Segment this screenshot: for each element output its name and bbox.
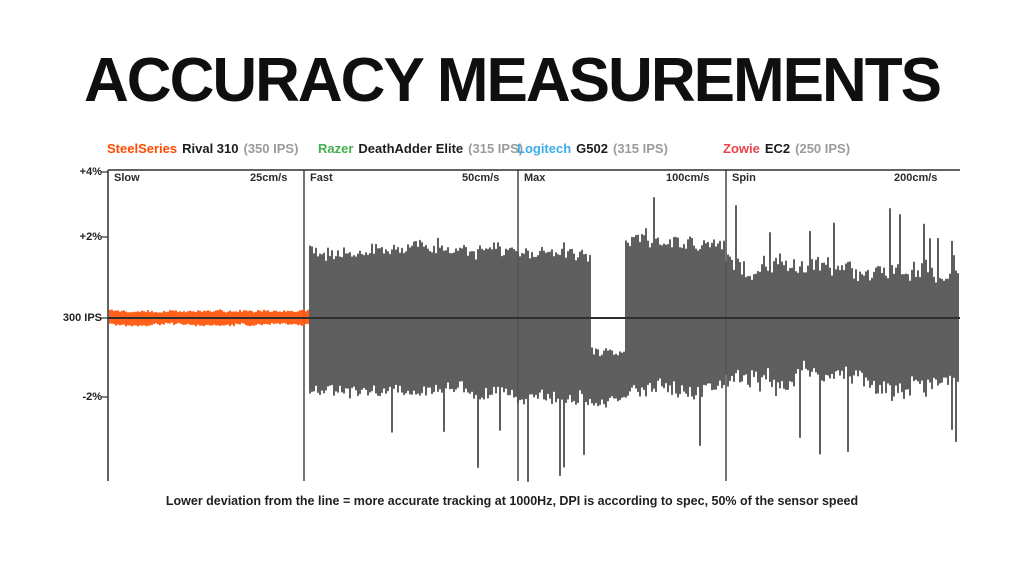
y-tick-label: +2%	[79, 231, 102, 243]
chart-caption: Lower deviation from the line = more acc…	[165, 494, 859, 508]
brand-name: Razer	[318, 141, 354, 156]
segment-label: Slow	[114, 172, 140, 184]
segment-label: 200cm/s	[894, 172, 938, 184]
baseline-label: 300 IPS	[62, 312, 102, 324]
brand-name: Logitech	[517, 141, 572, 156]
y-tick-label: -2%	[82, 391, 102, 403]
legend-item-razer: Razer DeathAdder Elite (315 IPS)	[318, 141, 523, 156]
brand-name: Zowie	[723, 141, 760, 156]
brand-name: SteelSeries	[107, 141, 178, 156]
y-tick-label: +4%	[79, 166, 102, 178]
model-name: DeathAdder Elite	[358, 141, 464, 156]
model-name: G502	[576, 141, 608, 156]
legend: SteelSeries Rival 310 (350 IPS) Razer Death…	[0, 141, 1024, 161]
legend-item-zowie: Zowie EC2 (250 IPS)	[723, 141, 850, 156]
ips-rating: (250 IPS)	[795, 141, 851, 156]
segment-label: 50cm/s	[462, 172, 500, 184]
segment-label: 25cm/s	[250, 172, 288, 184]
page-title: ACCURACY MEASUREMENTS	[84, 46, 942, 115]
segment-label: 100cm/s	[666, 172, 710, 184]
model-name: EC2	[764, 141, 791, 156]
segment-label: Spin	[732, 172, 756, 184]
segment-label: Max	[524, 172, 546, 184]
legend-item-logitech: Logitech G502 (315 IPS)	[517, 141, 668, 156]
ips-rating: (315 IPS)	[612, 141, 668, 156]
model-name: Rival 310	[182, 141, 239, 156]
ips-rating: (315 IPS)	[468, 141, 524, 156]
legend-item-steelseries: SteelSeries Rival 310 (350 IPS)	[107, 141, 298, 156]
segment-label: Fast	[310, 172, 333, 184]
ips-rating: (350 IPS)	[243, 141, 299, 156]
